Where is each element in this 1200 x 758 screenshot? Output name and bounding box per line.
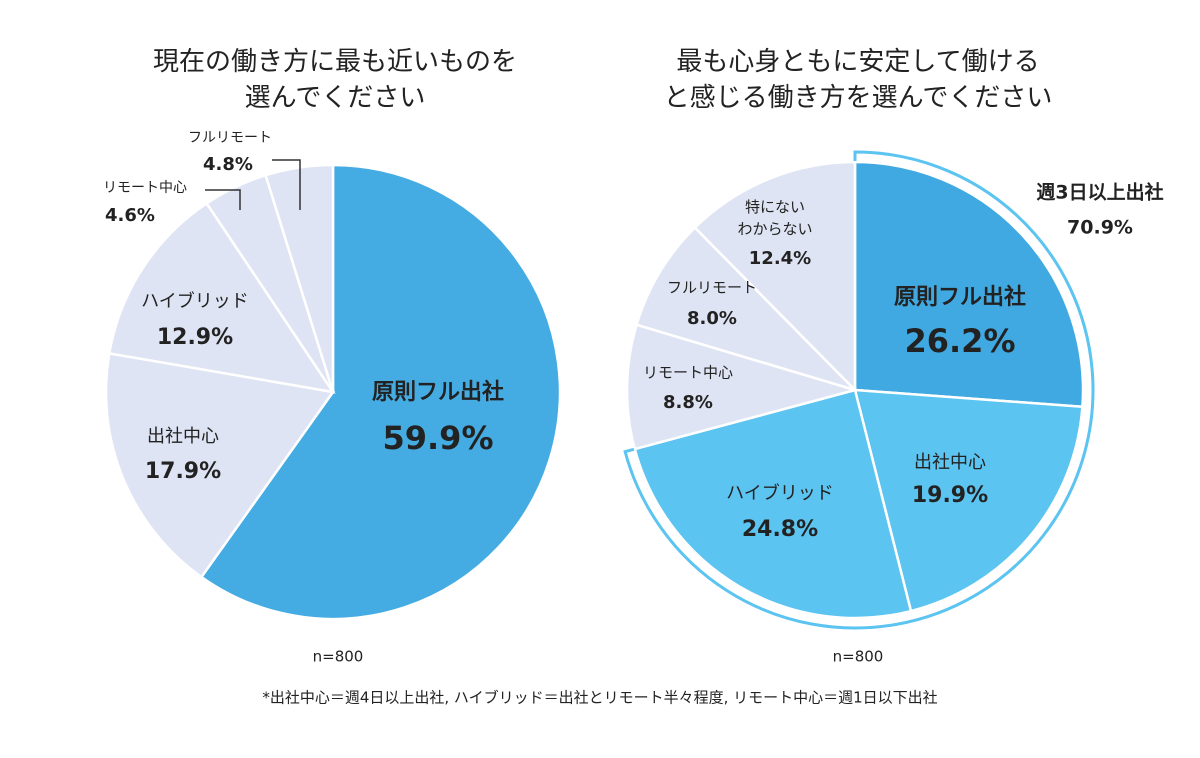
- slice-value-label: 24.8%: [742, 517, 818, 542]
- slice-value-label: 17.9%: [145, 459, 221, 484]
- pie-slice: [693, 160, 857, 394]
- pie-slice: [104, 351, 336, 579]
- slice-value-label: 19.9%: [912, 483, 988, 508]
- slice-value-label: 4.8%: [203, 154, 253, 175]
- slice-label: リモート中心: [643, 364, 733, 382]
- sample-note: n=800: [313, 648, 364, 666]
- slice-label: 特にないわからない: [737, 198, 812, 238]
- pie-slice: [199, 163, 562, 621]
- sample-note: n=800: [833, 648, 884, 666]
- leader-line: [272, 159, 301, 210]
- slice-value-label: 59.9%: [382, 419, 493, 457]
- chart-title: 現在の働き方に最も近いものを選んでください: [153, 47, 517, 113]
- slice-label: フルリモート: [667, 279, 757, 297]
- slice-value-label: 8.8%: [663, 392, 713, 413]
- pie-slice: [634, 225, 856, 392]
- annotation-value: 70.9%: [1067, 217, 1133, 239]
- pie-slice: [625, 323, 860, 451]
- pie-slice: [853, 160, 1085, 409]
- slice-label: ハイブリッド: [726, 482, 834, 504]
- slice-value-label: 12.9%: [157, 325, 233, 350]
- pie-slice: [853, 388, 1084, 613]
- footnote: *出社中心＝週4日以上出社, ハイブリッド＝出社とリモート半々程度, リモート中…: [262, 689, 937, 707]
- bracket-arc: [623, 150, 1095, 630]
- pie-slice: [264, 163, 335, 393]
- slice-value-label: 12.4%: [749, 248, 811, 269]
- pie-slice: [633, 388, 913, 620]
- slice-label: 原則フル出社: [894, 284, 1026, 310]
- chart-title: 最も心身ともに安定して働けると感じる働き方を選んでください: [664, 47, 1053, 113]
- annotation-label: 週3日以上出社: [1036, 181, 1163, 204]
- slice-label: 出社中心: [914, 452, 986, 473]
- slice-value-label: 8.0%: [687, 308, 737, 329]
- pie-slice: [107, 201, 336, 394]
- slice-label: フルリモート: [188, 130, 272, 146]
- slice-value-label: 4.6%: [105, 205, 155, 226]
- leader-line: [205, 189, 241, 210]
- slice-label: リモート中心: [103, 180, 187, 196]
- slice-label: ハイブリッド: [141, 290, 249, 312]
- slice-label: 出社中心: [147, 426, 219, 447]
- slice-value-label: 26.2%: [904, 322, 1015, 360]
- slice-label: 原則フル出社: [372, 379, 504, 405]
